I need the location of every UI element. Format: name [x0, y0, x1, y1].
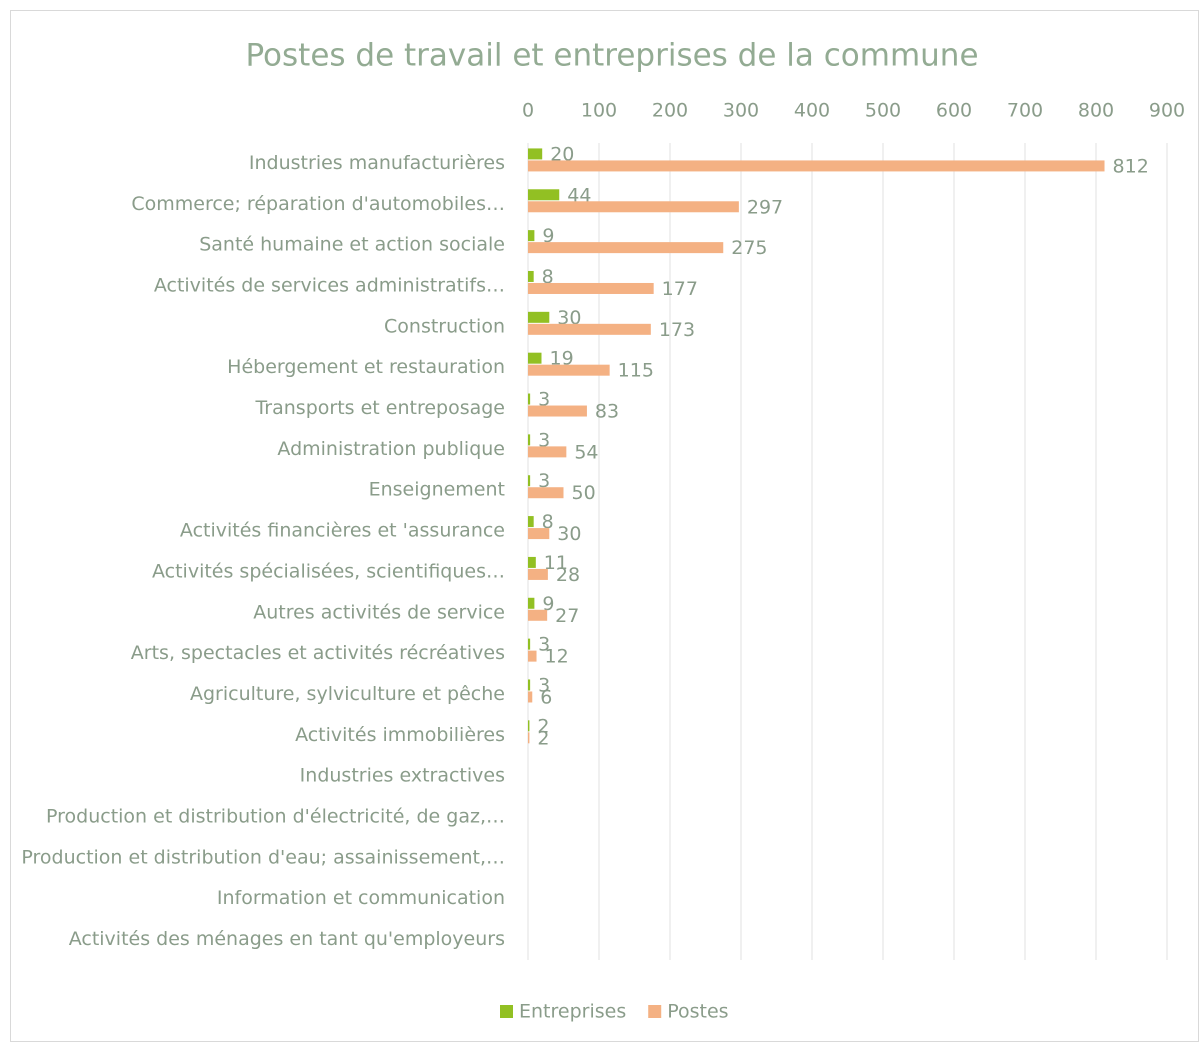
bar — [528, 270, 534, 282]
data-label: 44 — [567, 184, 591, 206]
data-label: 2 — [537, 715, 549, 737]
bar — [528, 311, 550, 323]
y-tick-label: Activités de services administratifs… — [154, 274, 505, 296]
bar — [528, 352, 542, 364]
x-tick-label: 700 — [1007, 100, 1043, 122]
y-tick-label: Construction — [384, 315, 505, 337]
bar — [528, 691, 533, 703]
data-label: 812 — [1113, 155, 1149, 177]
y-tick-label: Autres activités de service — [253, 601, 505, 623]
data-label: 297 — [747, 196, 783, 218]
data-label: 8 — [542, 266, 554, 288]
x-tick-label: 100 — [581, 100, 617, 122]
bar — [528, 148, 543, 160]
y-tick-label: Hébergement et restauration — [227, 356, 505, 378]
y-tick-label: Industries manufacturières — [249, 152, 505, 174]
data-label: 3 — [538, 634, 550, 656]
y-tick-label: Production et distribution d'eau; assain… — [21, 846, 505, 868]
bar — [528, 323, 651, 335]
bar — [528, 638, 531, 650]
data-label: 6 — [540, 686, 552, 708]
bar — [528, 364, 610, 376]
data-label: 20 — [550, 143, 574, 165]
bar — [528, 282, 654, 294]
y-tick-label: Arts, spectacles et activités récréative… — [131, 642, 505, 664]
y-tick-label: Activités immobilières — [295, 724, 505, 746]
bar — [528, 650, 537, 662]
bar — [528, 393, 531, 405]
x-tick-label: 300 — [723, 100, 759, 122]
x-tick-label: 400 — [794, 100, 830, 122]
chart-title: Postes de travail et entreprises de la c… — [245, 38, 978, 74]
data-label: 275 — [731, 237, 767, 259]
bar — [528, 242, 724, 254]
data-label: 3 — [538, 470, 550, 492]
data-label: 3 — [538, 389, 550, 411]
data-label: 173 — [659, 319, 695, 341]
bar — [528, 160, 1105, 172]
bar — [528, 189, 560, 201]
y-tick-label: Activités financières et 'assurance — [180, 520, 505, 542]
data-label: 11 — [544, 552, 568, 574]
bar — [528, 487, 564, 499]
data-label: 30 — [557, 307, 581, 329]
legend-swatch — [500, 1005, 513, 1018]
chart-frame — [10, 10, 1199, 1042]
data-label: 2 — [537, 727, 549, 749]
bar — [528, 609, 548, 621]
data-label: 3 — [538, 429, 550, 451]
legend-label: Postes — [667, 1001, 728, 1023]
data-label: 9 — [542, 225, 554, 247]
data-label: 50 — [572, 482, 596, 504]
y-tick-label: Activités spécialisées, scientifiques… — [152, 560, 505, 582]
x-tick-label: 600 — [936, 100, 972, 122]
bar — [528, 568, 548, 580]
x-tick-label: 800 — [1078, 100, 1114, 122]
legend-swatch — [648, 1005, 662, 1018]
bar — [528, 475, 531, 487]
data-label: 19 — [549, 348, 573, 370]
data-label: 30 — [557, 523, 581, 545]
x-tick-label: 200 — [652, 100, 688, 122]
legend-label: Entreprises — [519, 1001, 626, 1023]
data-label: 3 — [538, 674, 550, 696]
data-label: 8 — [542, 511, 554, 533]
bar — [528, 230, 535, 242]
bar — [528, 732, 530, 744]
bar — [528, 597, 535, 609]
y-tick-label: Production et distribution d'électricité… — [46, 806, 505, 828]
data-label: 54 — [574, 441, 598, 463]
y-tick-label: Commerce; réparation d'automobiles… — [131, 193, 505, 215]
x-tick-label: 900 — [1149, 100, 1185, 122]
data-label: 83 — [595, 401, 619, 423]
y-tick-label: Industries extractives — [300, 765, 505, 787]
bar — [528, 679, 531, 691]
x-tick-label: 500 — [865, 100, 901, 122]
data-label: 177 — [662, 278, 698, 300]
y-tick-label: Agriculture, sylviculture et pêche — [190, 683, 505, 705]
x-tick-label: 0 — [522, 100, 534, 122]
bar — [528, 720, 530, 732]
bar — [528, 528, 550, 540]
data-label: 12 — [545, 646, 569, 668]
bar — [528, 446, 567, 458]
y-tick-label: Enseignement — [369, 479, 505, 501]
y-tick-label: Activités des ménages en tant qu'employe… — [69, 928, 505, 950]
bar — [528, 516, 534, 528]
y-tick-label: Administration publique — [277, 438, 505, 460]
bar — [528, 556, 536, 568]
y-tick-label: Transports et entreposage — [254, 397, 505, 419]
y-tick-label: Santé humaine et action sociale — [199, 234, 505, 256]
data-label: 27 — [555, 605, 579, 627]
data-label: 115 — [618, 360, 654, 382]
bar — [528, 201, 739, 213]
data-label: 28 — [556, 564, 580, 586]
y-tick-label: Information et communication — [217, 887, 505, 909]
bar — [528, 434, 531, 446]
data-label: 9 — [542, 593, 554, 615]
bar — [528, 405, 587, 417]
